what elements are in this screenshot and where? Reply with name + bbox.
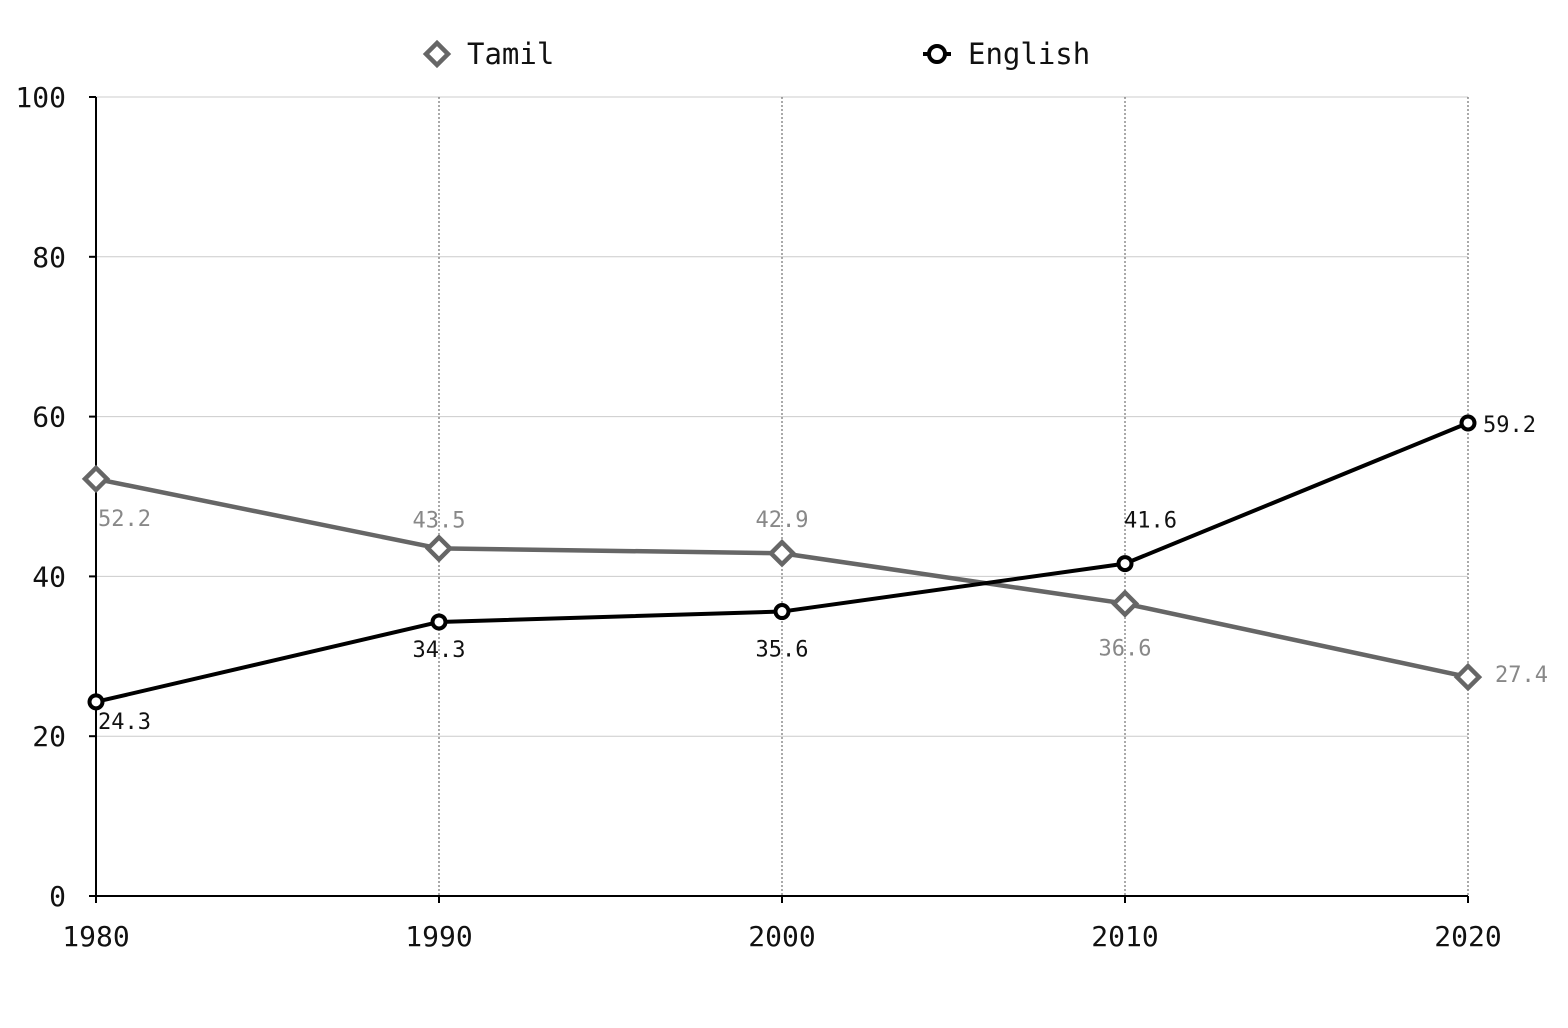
data-point-english: [430, 613, 448, 631]
data-point-english: [773, 603, 791, 621]
data-point-english: [1116, 555, 1134, 573]
x-tick-label: 1990: [405, 920, 472, 953]
legend-circle-icon: [927, 44, 947, 64]
data-point-english: [1459, 414, 1477, 432]
axes: 0 20 40 60 80 100 1980 1990 2000 2010 2020: [15, 81, 1501, 953]
data-point-tamil: [1453, 662, 1483, 692]
y-tick-label: 20: [32, 720, 66, 753]
y-tick-label: 80: [32, 241, 66, 274]
legend-item-tamil: Tamil: [422, 37, 554, 71]
data-label-tamil: 36.6: [1099, 637, 1152, 662]
data-label-tamil: 43.5: [413, 508, 466, 533]
x-tick-label: 2000: [748, 920, 815, 953]
data-labels: 52.2 43.5 42.9 36.6 27.4 24.3 34.3 35.6 41.6 59.2: [98, 413, 1548, 735]
grid: [96, 96, 1469, 896]
data-label-english: 24.3: [98, 710, 151, 735]
legend-item-english: English: [923, 37, 1090, 71]
y-tick-label: 40: [32, 560, 66, 593]
x-tick-label: 2020: [1434, 920, 1501, 953]
series-tamil: [81, 464, 1483, 692]
data-point-tamil: [424, 534, 454, 563]
legend: Tamil English: [422, 37, 1090, 71]
data-label-english: 41.6: [1124, 509, 1177, 534]
x-tick-label: 2010: [1091, 920, 1158, 953]
data-point-tamil: [767, 539, 797, 568]
y-tick-label: 60: [32, 401, 66, 434]
series-english: [87, 414, 1477, 711]
legend-label: English: [968, 37, 1090, 71]
data-point-tamil: [81, 464, 111, 494]
data-point-tamil: [1110, 589, 1140, 618]
data-label-english: 35.6: [756, 638, 809, 663]
x-tick-label: 1980: [62, 920, 129, 953]
data-label-tamil: 52.2: [98, 507, 151, 532]
series-group: [81, 414, 1483, 711]
y-tick-label: 0: [49, 880, 66, 913]
data-label-tamil: 27.4: [1495, 663, 1548, 688]
legend-label: Tamil: [467, 37, 554, 71]
data-point-english: [87, 693, 105, 711]
data-label-english: 59.2: [1483, 413, 1536, 438]
y-tick-label: 100: [15, 81, 66, 114]
data-label-tamil: 42.9: [756, 508, 809, 533]
data-label-english: 34.3: [413, 638, 466, 663]
legend-diamond-icon: [422, 39, 452, 69]
